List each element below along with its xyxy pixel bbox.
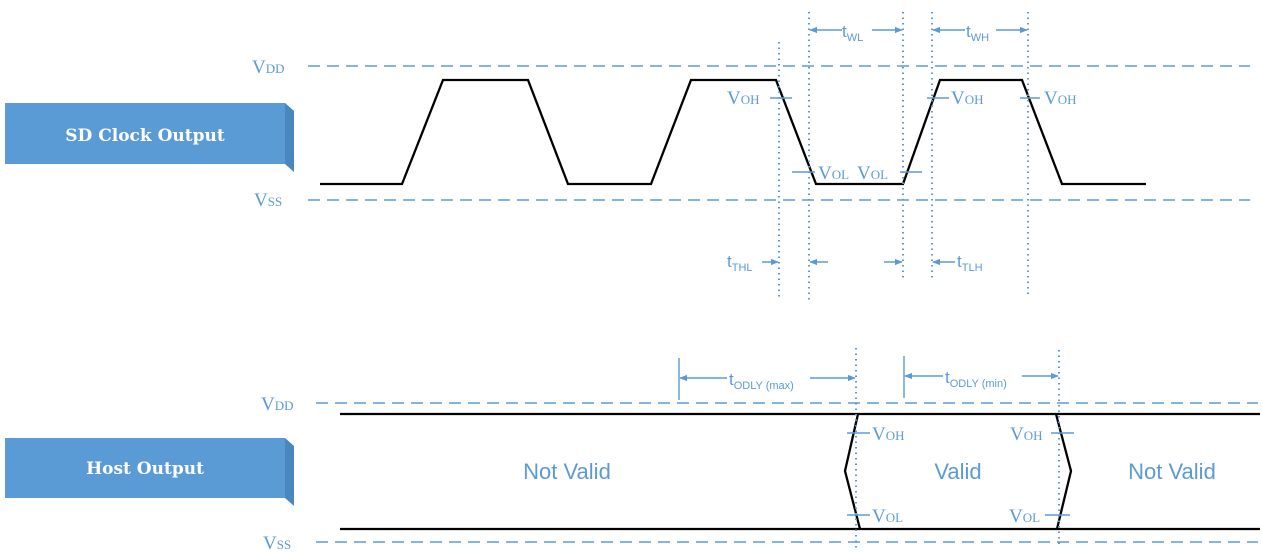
clock-vol-label-2: VOL [857, 163, 888, 184]
not-valid-left-label: Not Valid [523, 459, 611, 484]
host-output-box: Host Output [5, 438, 294, 506]
sd-clock-output-box: SD Clock Output [5, 103, 294, 172]
host-waveform [340, 412, 1260, 531]
t-odly-min-label: tODLY (min) [945, 368, 1007, 390]
clock-voh-label-2: VOH [951, 88, 984, 109]
host-vss-label: VSS [263, 533, 291, 552]
clock-voh-label-1: VOH [727, 88, 760, 109]
clock-vol-label-1: VOL [818, 163, 849, 184]
not-valid-right-label: Not Valid [1128, 459, 1216, 484]
clock-voh-label-3: VOH [1044, 88, 1077, 109]
t-wh-label: tWH [966, 22, 989, 44]
host-output-label: Host Output [86, 459, 204, 479]
clock-level-ticks [770, 97, 1040, 173]
t-odly-max-label: tODLY (max) [729, 370, 794, 392]
host-voh-label-2: VOH [1010, 424, 1043, 445]
host-vdd-label: VDD [261, 394, 294, 415]
clock-vss-label: VSS [254, 190, 282, 211]
host-level-ticks [847, 432, 1074, 516]
clock-vdd-label: VDD [252, 57, 285, 78]
t-thl-label: tTHL [727, 252, 753, 274]
valid-label: Valid [934, 459, 981, 484]
clock-waveform [320, 78, 1146, 186]
host-voh-label-1: VOH [872, 424, 905, 445]
t-wl-label: tWL [842, 22, 863, 44]
sd-clock-output-label: SD Clock Output [65, 126, 225, 146]
clock-guide-lines [778, 12, 1029, 300]
host-vol-label-2: VOL [1009, 506, 1040, 527]
host-vol-label-1: VOL [872, 506, 903, 527]
t-tlh-label: tTLH [957, 252, 983, 274]
